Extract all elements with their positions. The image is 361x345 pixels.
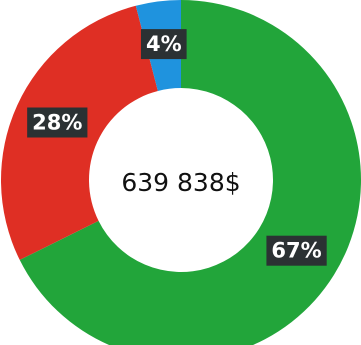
slice-percent-label-0: 67%	[271, 239, 321, 263]
slice-label-group-0: 67%	[266, 235, 327, 266]
slice-percent-label-2: 4%	[146, 32, 182, 56]
slice-percent-label-1: 28%	[32, 111, 82, 135]
slice-label-bg-0	[266, 235, 327, 266]
center-total-label: 639 838$	[121, 168, 240, 197]
labels-layer: 67% 28% 4%	[27, 29, 327, 266]
slice-label-bg-2	[140, 29, 187, 60]
slice-label-bg-1	[27, 107, 88, 138]
slice-label-group-2: 4%	[140, 29, 187, 60]
slice-label-group-1: 28%	[27, 107, 88, 138]
